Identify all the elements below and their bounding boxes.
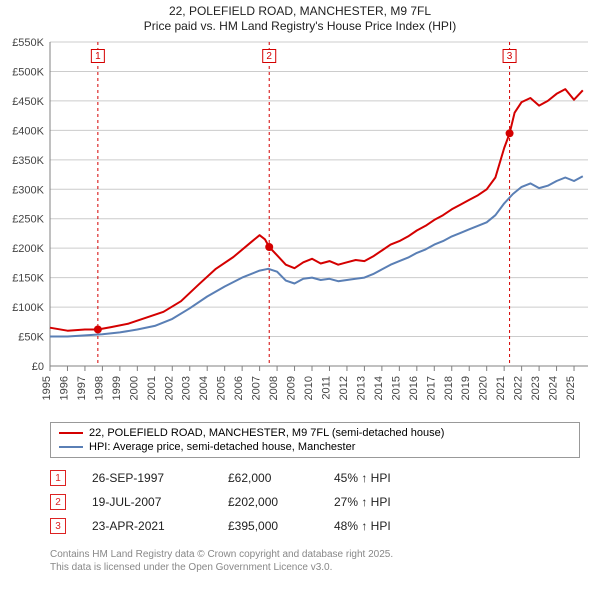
svg-text:£450K: £450K bbox=[12, 96, 44, 108]
legend-item-hpi: HPI: Average price, semi-detached house,… bbox=[59, 440, 571, 454]
title-line-2: Price paid vs. HM Land Registry's House … bbox=[0, 19, 600, 34]
legend-label-hpi: HPI: Average price, semi-detached house,… bbox=[89, 441, 355, 453]
marker-pct-1: 45% ↑ HPI bbox=[334, 471, 391, 485]
svg-text:£300K: £300K bbox=[12, 184, 44, 196]
marker-badge-3: 3 bbox=[50, 518, 66, 534]
svg-text:2013: 2013 bbox=[355, 376, 367, 400]
svg-text:2017: 2017 bbox=[425, 376, 437, 400]
svg-text:2: 2 bbox=[266, 51, 272, 62]
svg-text:£400K: £400K bbox=[12, 125, 44, 137]
marker-badge-2: 2 bbox=[50, 494, 66, 510]
svg-text:£250K: £250K bbox=[12, 214, 44, 226]
svg-text:2012: 2012 bbox=[338, 376, 350, 400]
svg-text:2011: 2011 bbox=[320, 376, 332, 400]
svg-text:1996: 1996 bbox=[58, 376, 70, 400]
footer-line-2: This data is licensed under the Open Gov… bbox=[50, 561, 580, 574]
svg-text:1995: 1995 bbox=[41, 376, 53, 400]
svg-text:2010: 2010 bbox=[303, 376, 315, 400]
svg-text:£100K: £100K bbox=[12, 302, 44, 314]
marker-pct-3: 48% ↑ HPI bbox=[334, 519, 391, 533]
svg-text:2025: 2025 bbox=[565, 376, 577, 400]
legend-swatch-price-paid bbox=[59, 432, 83, 434]
chart-title-block: 22, POLEFIELD ROAD, MANCHESTER, M9 7FL P… bbox=[0, 0, 600, 36]
svg-text:2021: 2021 bbox=[495, 376, 507, 400]
svg-text:2014: 2014 bbox=[373, 376, 385, 400]
legend-item-price-paid: 22, POLEFIELD ROAD, MANCHESTER, M9 7FL (… bbox=[59, 426, 571, 440]
svg-text:2007: 2007 bbox=[251, 376, 263, 400]
svg-text:2022: 2022 bbox=[513, 376, 525, 400]
svg-text:£0: £0 bbox=[32, 361, 44, 373]
svg-text:2015: 2015 bbox=[390, 376, 402, 400]
svg-text:1997: 1997 bbox=[76, 376, 88, 400]
svg-text:2006: 2006 bbox=[233, 376, 245, 400]
marker-date-3: 23-APR-2021 bbox=[92, 519, 202, 533]
legend: 22, POLEFIELD ROAD, MANCHESTER, M9 7FL (… bbox=[50, 422, 580, 458]
svg-text:2019: 2019 bbox=[460, 376, 472, 400]
svg-text:1: 1 bbox=[95, 51, 101, 62]
svg-text:2009: 2009 bbox=[286, 376, 298, 400]
svg-text:1999: 1999 bbox=[111, 376, 123, 400]
svg-text:2001: 2001 bbox=[146, 376, 158, 400]
svg-text:3: 3 bbox=[507, 51, 513, 62]
marker-price-2: £202,000 bbox=[228, 495, 308, 509]
svg-text:2004: 2004 bbox=[198, 376, 210, 400]
chart-svg: £0 £50K £100K £150K £200K £250K £300K £350K £400… bbox=[0, 36, 600, 416]
svg-text:2023: 2023 bbox=[530, 376, 542, 400]
svg-text:2002: 2002 bbox=[163, 376, 175, 400]
marker-price-1: £62,000 bbox=[228, 471, 308, 485]
marker-date-1: 26-SEP-1997 bbox=[92, 471, 202, 485]
marker-row-3: 3 23-APR-2021 £395,000 48% ↑ HPI bbox=[50, 514, 580, 538]
footer: Contains HM Land Registry data © Crown c… bbox=[50, 548, 580, 574]
svg-text:£350K: £350K bbox=[12, 155, 44, 167]
svg-text:2024: 2024 bbox=[548, 376, 560, 400]
chart-area: £0 £50K £100K £150K £200K £250K £300K £350K £400… bbox=[0, 36, 600, 416]
svg-text:2018: 2018 bbox=[443, 376, 455, 400]
svg-text:£550K: £550K bbox=[12, 37, 44, 49]
marker-row-1: 1 26-SEP-1997 £62,000 45% ↑ HPI bbox=[50, 466, 580, 490]
marker-price-3: £395,000 bbox=[228, 519, 308, 533]
marker-badge-1: 1 bbox=[50, 470, 66, 486]
event-marker-table: 1 26-SEP-1997 £62,000 45% ↑ HPI 2 19-JUL… bbox=[50, 466, 580, 538]
svg-text:2000: 2000 bbox=[128, 376, 140, 400]
svg-text:2008: 2008 bbox=[268, 376, 280, 400]
marker-pct-2: 27% ↑ HPI bbox=[334, 495, 391, 509]
svg-text:2005: 2005 bbox=[216, 376, 228, 400]
svg-text:£50K: £50K bbox=[18, 332, 44, 344]
marker-date-2: 19-JUL-2007 bbox=[92, 495, 202, 509]
svg-text:£200K: £200K bbox=[12, 243, 44, 255]
footer-line-1: Contains HM Land Registry data © Crown c… bbox=[50, 548, 580, 561]
svg-text:2016: 2016 bbox=[408, 376, 420, 400]
svg-text:£150K: £150K bbox=[12, 273, 44, 285]
legend-label-price-paid: 22, POLEFIELD ROAD, MANCHESTER, M9 7FL (… bbox=[89, 427, 444, 439]
svg-text:2020: 2020 bbox=[478, 376, 490, 400]
svg-text:1998: 1998 bbox=[93, 376, 105, 400]
legend-swatch-hpi bbox=[59, 446, 83, 448]
svg-text:2003: 2003 bbox=[181, 376, 193, 400]
title-line-1: 22, POLEFIELD ROAD, MANCHESTER, M9 7FL bbox=[0, 4, 600, 19]
marker-row-2: 2 19-JUL-2007 £202,000 27% ↑ HPI bbox=[50, 490, 580, 514]
svg-text:£500K: £500K bbox=[12, 66, 44, 78]
